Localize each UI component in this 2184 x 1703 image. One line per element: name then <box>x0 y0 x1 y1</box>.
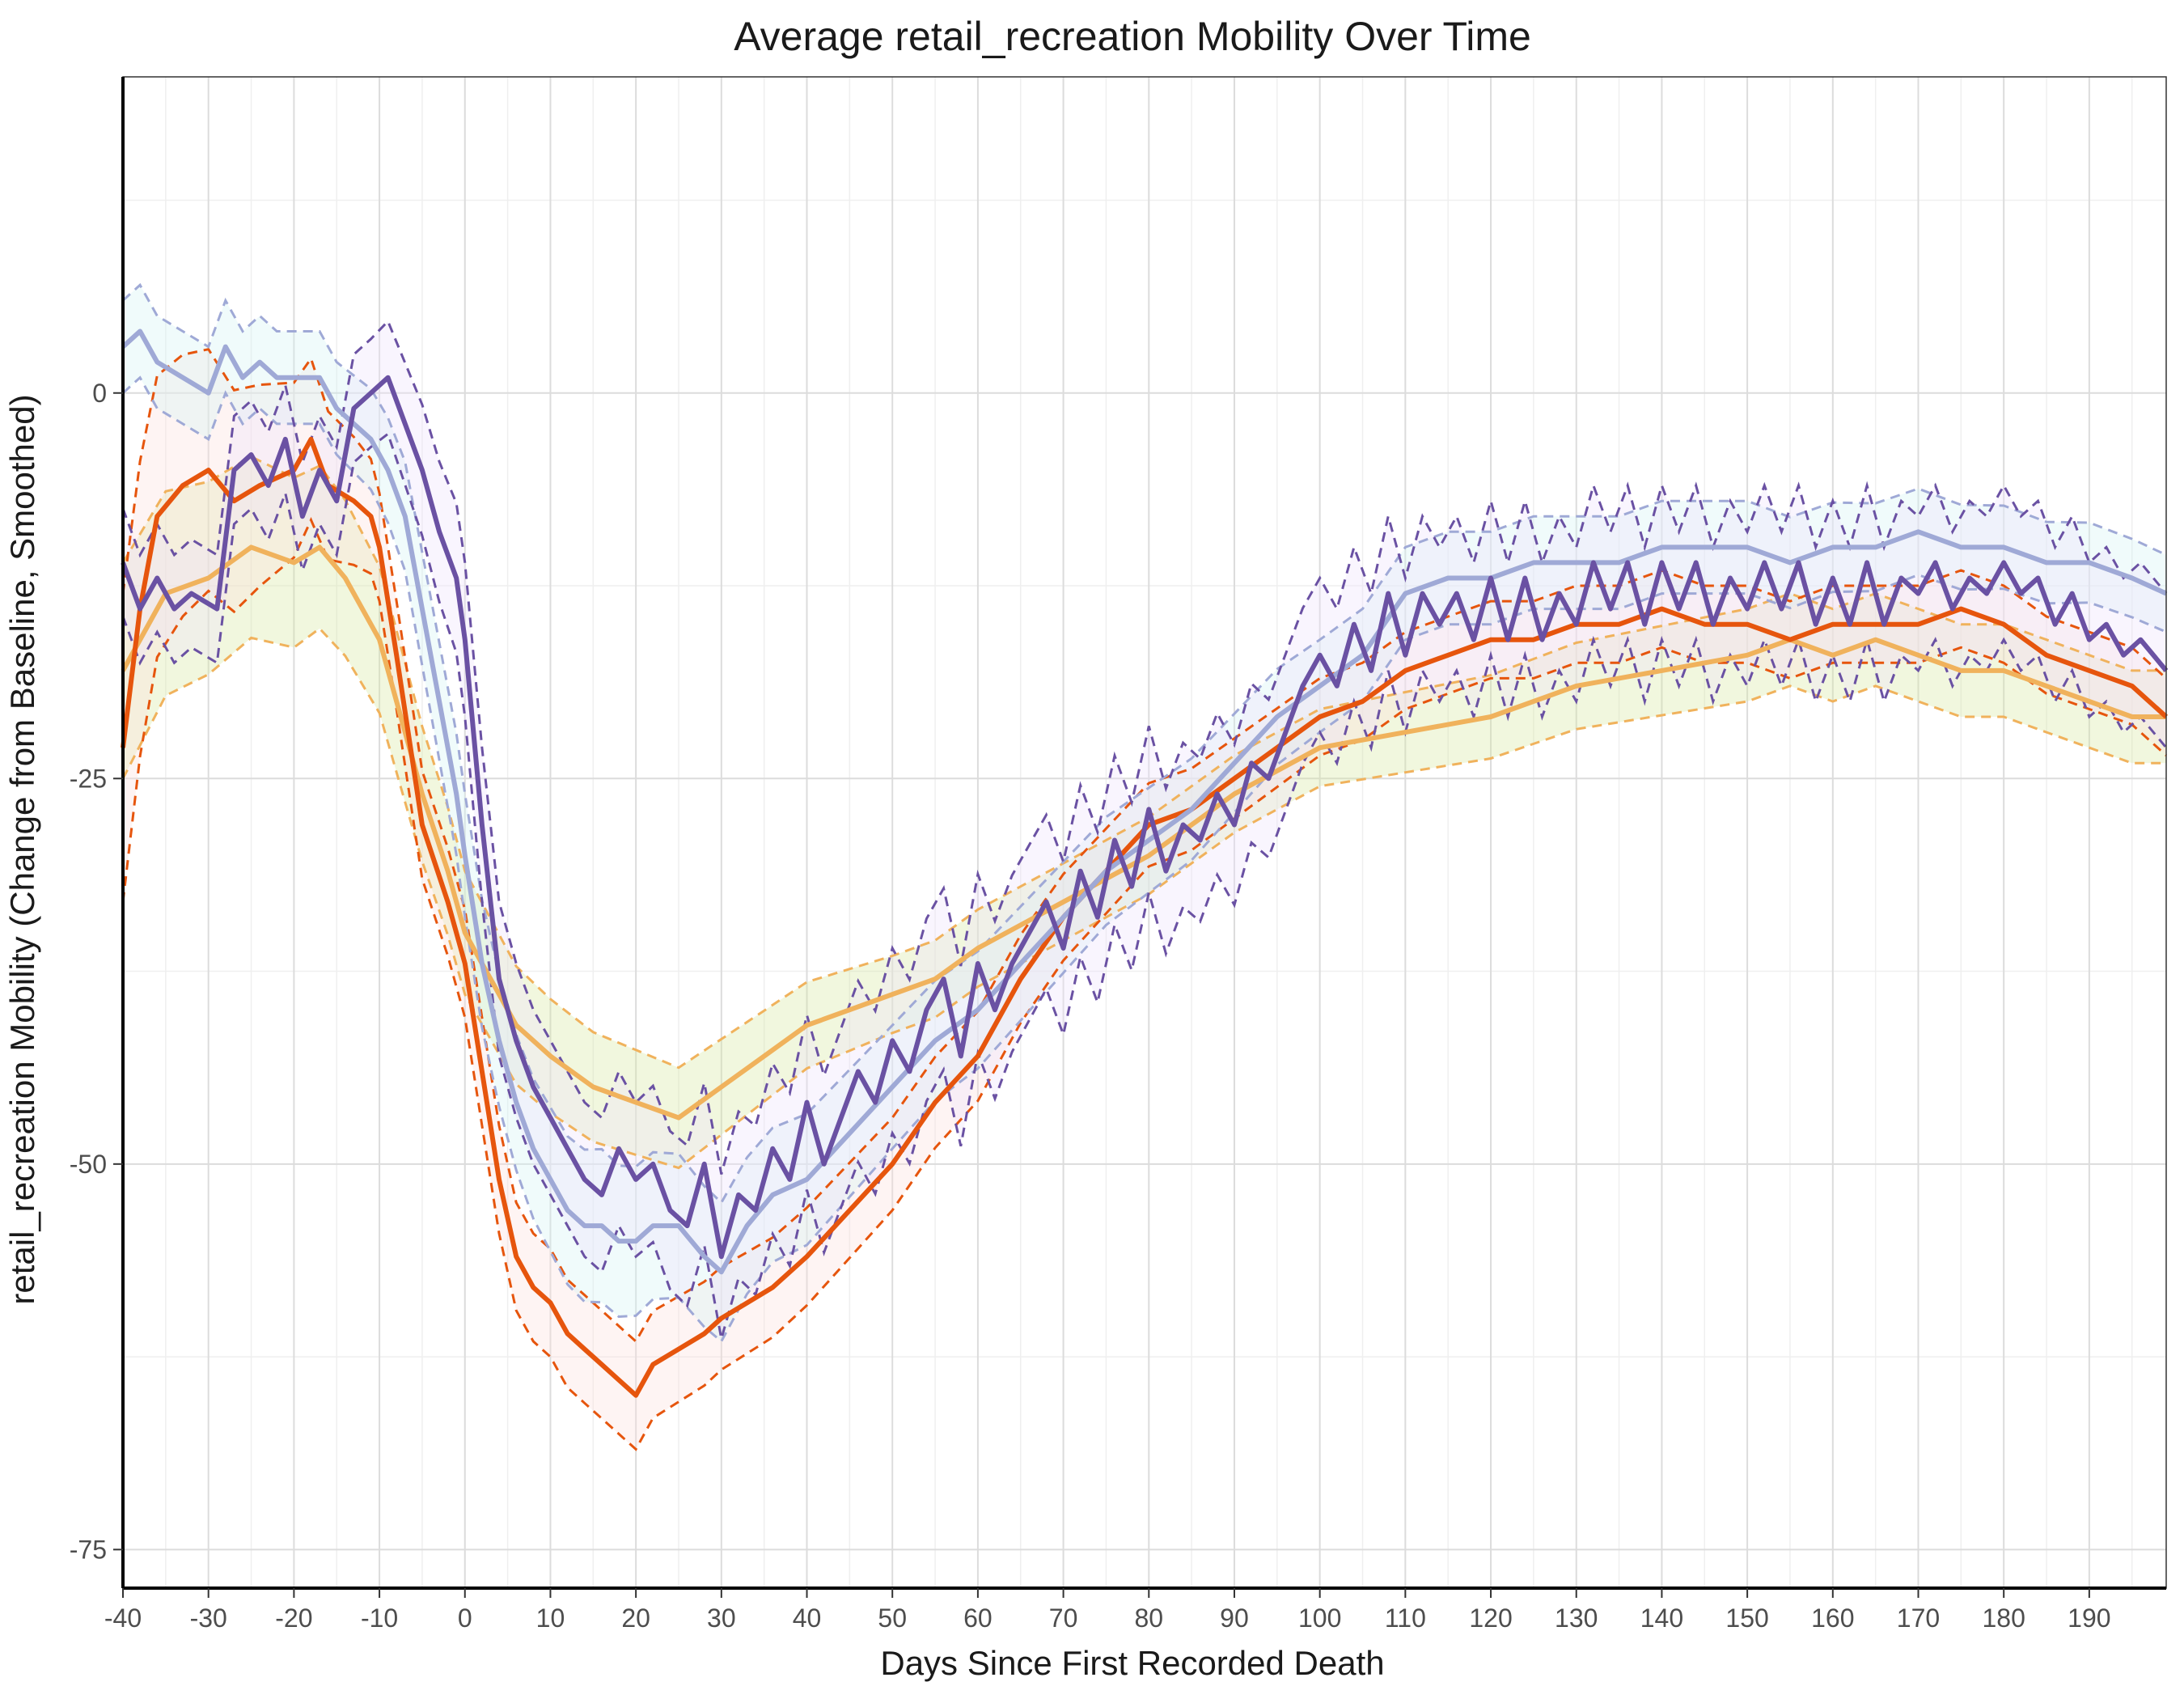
x-axis-title: Days Since First Recorded Death <box>880 1644 1384 1682</box>
series-light-orange-band-fill <box>123 456 2166 1168</box>
series-dark-orange-upper-bound <box>121 348 2168 1344</box>
series-light-orange-line <box>121 544 2166 1121</box>
x-tick-label: -10 <box>361 1603 398 1633</box>
x-tick-label: 90 <box>1220 1603 1249 1633</box>
axis-layer: -40 -30 -20 -10 0 10 20 30 40 50 60 70 80 90 100 110 120… <box>70 77 2166 1633</box>
x-tick-label: 10 <box>536 1603 565 1633</box>
series-light-orange-lower-bound <box>121 626 2166 1170</box>
chart-title: Average retail_recreation Mobility Over … <box>734 14 1531 59</box>
x-tick-label: 60 <box>963 1603 993 1633</box>
x-tick-label: 40 <box>793 1603 822 1633</box>
series-dark-orange-lower-bound <box>121 517 2168 1451</box>
grid-layer <box>122 77 2166 1588</box>
x-tick-label: 160 <box>1811 1603 1854 1633</box>
x-tick-label: -40 <box>104 1603 142 1633</box>
series-dark-purple-line <box>121 375 2169 1260</box>
x-tick-label: 20 <box>621 1603 650 1633</box>
y-tick-label: 0 <box>92 379 107 408</box>
y-tick-label: -75 <box>70 1535 107 1564</box>
y-tick-label: -50 <box>70 1150 107 1179</box>
x-tick-label: 150 <box>1725 1603 1768 1633</box>
series-light-purple-line <box>121 328 2168 1275</box>
series-light-purple-lower-bound <box>121 375 2167 1344</box>
x-tick-label: 180 <box>1982 1603 2025 1633</box>
x-tick-label: 80 <box>1134 1603 1163 1633</box>
x-tick-label: 30 <box>707 1603 736 1633</box>
x-tick-label: -30 <box>190 1603 227 1633</box>
x-tick-label: 70 <box>1049 1603 1078 1633</box>
y-axis-title: retail_recreation Mobility (Change from … <box>3 394 41 1304</box>
line-layer <box>121 282 2169 1451</box>
x-tick-label: 120 <box>1469 1603 1512 1633</box>
x-tick-label: 50 <box>878 1603 907 1633</box>
series-dark-orange-band-fill <box>123 349 2166 1450</box>
x-tick-label: 0 <box>458 1603 472 1633</box>
x-tick-label: 140 <box>1640 1603 1683 1633</box>
y-tick-label: -25 <box>70 764 107 793</box>
x-tick-label: 130 <box>1555 1603 1598 1633</box>
x-tick-label: -20 <box>275 1603 312 1633</box>
x-tick-label: 100 <box>1298 1603 1341 1633</box>
x-tick-label: 170 <box>1897 1603 1940 1633</box>
series-dark-purple-lower-bound <box>121 431 2168 1340</box>
x-tick-label: 190 <box>2068 1603 2110 1633</box>
x-tick-label: 110 <box>1385 1603 1426 1633</box>
